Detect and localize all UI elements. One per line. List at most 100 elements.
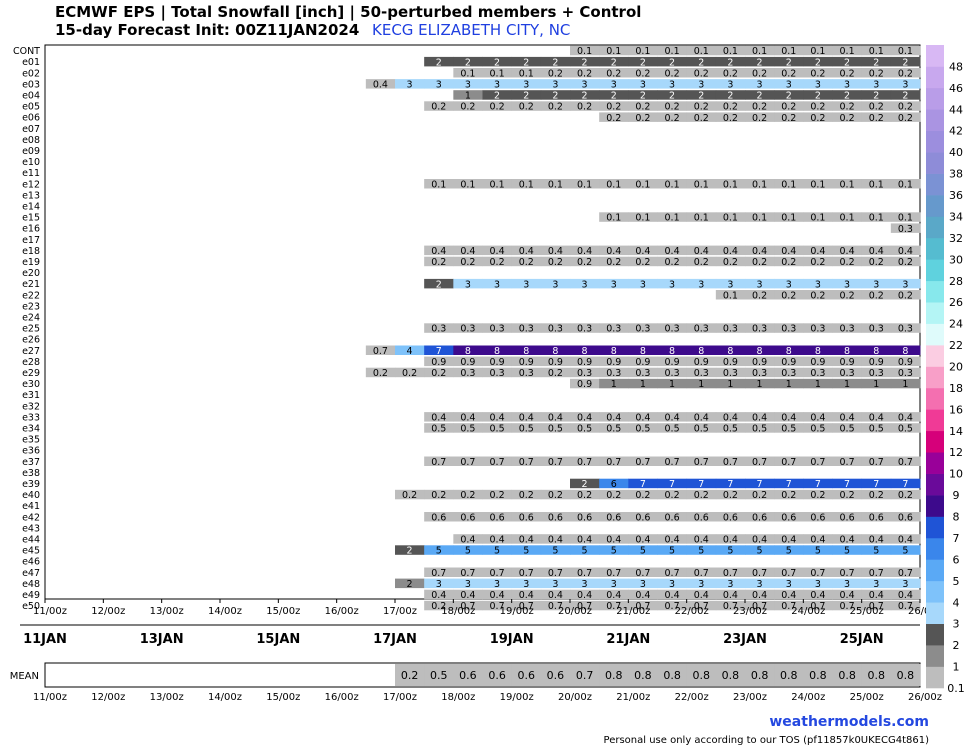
- colorbar-label: 8: [953, 511, 960, 524]
- snow-value: 2: [902, 91, 908, 102]
- snow-value: 2: [582, 57, 588, 68]
- snow-cell: [482, 68, 513, 78]
- snow-value: 0.4: [519, 246, 534, 257]
- snow-value: 0.6: [490, 512, 505, 523]
- snow-value: 2: [640, 91, 646, 102]
- snow-cell: [424, 256, 454, 267]
- member-label: e45: [22, 546, 40, 557]
- snow-cell: [774, 589, 804, 600]
- snow-cell: [570, 79, 600, 89]
- snow-value: 5: [552, 546, 558, 557]
- snow-value: 0.1: [840, 213, 855, 224]
- mean-value: 0.6: [547, 669, 565, 682]
- snow-value: 0.2: [898, 102, 913, 113]
- snow-value: 0.2: [869, 68, 884, 79]
- snow-value: 0.2: [752, 113, 767, 124]
- snow-value: 0.1: [752, 213, 767, 224]
- snow-cell: [511, 79, 542, 89]
- snow-cell: [686, 345, 717, 355]
- snow-cell: [774, 90, 804, 100]
- snow-value: 0.2: [840, 113, 855, 124]
- snow-value: 0.3: [665, 368, 680, 379]
- snow-value: 0.3: [898, 324, 913, 335]
- snow-value: 0.4: [840, 246, 855, 257]
- snow-value: 0.2: [519, 490, 534, 501]
- member-label: e48: [22, 579, 40, 590]
- snow-value: 0.7: [752, 601, 767, 612]
- snow-cell: [890, 101, 921, 111]
- snow-value: 2: [552, 91, 558, 102]
- snow-cell: [890, 478, 921, 489]
- snow-cell: [599, 212, 629, 222]
- colorbar-label: 46: [949, 82, 963, 95]
- snow-value: 3: [582, 79, 588, 90]
- snow-value: 1: [844, 379, 850, 390]
- snow-cell: [832, 245, 863, 256]
- snow-value: 0.7: [898, 601, 913, 612]
- snow-cell: [511, 545, 542, 555]
- snow-value: 0.2: [519, 102, 534, 113]
- snow-cell: [745, 79, 775, 89]
- snow-value: 8: [582, 346, 588, 357]
- snow-cell: [511, 567, 542, 577]
- snow-cell: [482, 367, 513, 378]
- colorbar-label: 9: [953, 489, 960, 502]
- snow-cell: [424, 245, 454, 256]
- snow-cell: [715, 112, 746, 122]
- snow-value: 0.2: [781, 102, 796, 113]
- snow-cell: [657, 256, 688, 267]
- snow-cell: [482, 600, 513, 611]
- snow-value: 0.7: [665, 568, 680, 579]
- snow-value: 0.2: [606, 490, 621, 501]
- snow-value: 3: [669, 279, 675, 290]
- snow-value: 0.1: [869, 213, 884, 224]
- snow-cell: [657, 423, 688, 433]
- snow-cell: [832, 345, 863, 355]
- snow-cell: [832, 290, 863, 300]
- snow-cell: [628, 489, 658, 500]
- snow-cell: [745, 412, 775, 422]
- snow-cell: [774, 478, 804, 489]
- snow-cell: [482, 534, 513, 544]
- snow-value: 2: [844, 57, 850, 68]
- brand-label[interactable]: weathermodels.com: [769, 714, 929, 730]
- snow-value: 3: [844, 279, 850, 290]
- snow-value: 5: [640, 546, 646, 557]
- snow-cell: [686, 534, 717, 544]
- snow-value: 0.2: [490, 257, 505, 268]
- snow-cell: [482, 412, 513, 422]
- snow-value: 0.4: [635, 412, 650, 423]
- snow-value: 0.7: [694, 457, 709, 468]
- snow-cell: [657, 367, 688, 378]
- snow-cell: [686, 323, 717, 333]
- snow-value: 0.2: [665, 257, 680, 268]
- snow-value: 0.4: [577, 590, 592, 601]
- colorbar-label: 16: [949, 403, 963, 416]
- snow-value: 0.5: [723, 424, 738, 435]
- snow-cell: [628, 578, 658, 589]
- snow-value: 0.7: [431, 457, 446, 468]
- snow-cell: [832, 45, 863, 56]
- snow-cell: [599, 101, 629, 111]
- snow-cell: [803, 278, 833, 289]
- snow-cell: [890, 545, 921, 555]
- snow-value: 0.4: [431, 412, 446, 423]
- snow-cell: [453, 256, 483, 267]
- snow-cell: [832, 589, 863, 600]
- snow-cell: [657, 179, 688, 189]
- snow-value: 0.2: [373, 368, 388, 379]
- snow-cell: [599, 600, 629, 611]
- snow-value: 0.5: [781, 424, 796, 435]
- snow-value: 0.2: [548, 102, 563, 113]
- snow-value: 0.1: [694, 46, 709, 57]
- snow-cell: [511, 278, 542, 289]
- snow-value: 0.4: [694, 535, 709, 546]
- snow-cell: [745, 101, 775, 111]
- colorbar-segment: [926, 516, 944, 539]
- colorbar-segment: [926, 173, 944, 196]
- snow-cell: [570, 567, 600, 577]
- snow-value: 0.9: [577, 357, 592, 368]
- snow-cell: [861, 90, 892, 100]
- snow-value: 0.1: [665, 213, 680, 224]
- snow-cell: [803, 456, 833, 466]
